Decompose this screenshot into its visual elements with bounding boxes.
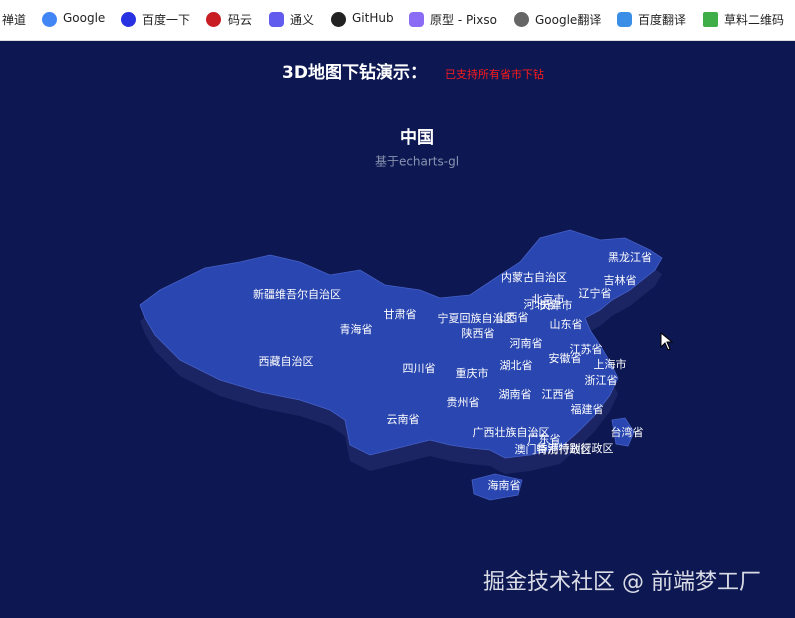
bookmark-icon (269, 12, 284, 27)
bookmark[interactable]: Google (63, 11, 106, 25)
watermark: 掘金技术社区 @ 前端梦工厂 (483, 570, 761, 595)
bookmarks-bar: 禅道 Google 百度一下 码云 通义 GitHub 原型 - Pixso G… (0, 0, 795, 41)
province-label[interactable]: 澳门特别行政区 (515, 442, 592, 456)
province-label[interactable]: 四川省 (403, 362, 436, 375)
china-map[interactable] (139, 229, 663, 501)
province-label[interactable]: 河北省 (524, 298, 557, 311)
bookmark-icon (617, 12, 632, 27)
province-label[interactable]: 北京市 (532, 292, 565, 306)
province-label[interactable]: 宁夏回族自治区 (438, 311, 515, 325)
province-label[interactable]: 广东省 (528, 433, 561, 446)
province-label[interactable]: 上海市 (594, 357, 627, 371)
bookmark[interactable]: 百度一下 (142, 13, 191, 27)
province-label[interactable]: 甘肃省 (384, 308, 417, 321)
bookmark-icon (703, 12, 718, 27)
province-label[interactable]: 黑龙江省 (608, 251, 652, 264)
province-label[interactable]: 河南省 (510, 337, 543, 350)
bookmark[interactable]: GitHub (352, 11, 394, 25)
province-label[interactable]: 浙江省 (585, 374, 618, 387)
province-label[interactable]: 湖南省 (499, 388, 532, 401)
province-label[interactable]: 山西省 (496, 311, 529, 324)
bookmark-icon (42, 12, 57, 27)
province-label[interactable]: 安徽省 (549, 351, 582, 365)
province-label[interactable]: 重庆市 (456, 366, 489, 380)
province-label[interactable]: 江苏省 (570, 343, 603, 356)
map-stage: 3D地图下钻演示： 已支持所有省市下钻 中国 基于echarts-gl 新疆维吾… (139, 62, 761, 595)
cursor (660, 331, 674, 351)
province-label[interactable]: 广西壮族自治区 (473, 425, 550, 439)
province-label[interactable]: 香港特别行政区 (537, 441, 614, 455)
province-label[interactable]: 贵州省 (447, 396, 480, 409)
province-label[interactable]: 青海省 (340, 322, 373, 336)
province-label[interactable]: 云南省 (387, 413, 420, 426)
province-label[interactable]: 海南省 (488, 478, 521, 492)
bookmark[interactable]: 禅道 (2, 13, 27, 27)
bookmark-icon (206, 12, 221, 27)
province-label[interactable]: 西藏自治区 (259, 354, 314, 368)
province-label[interactable]: 湖北省 (500, 359, 533, 372)
province-label[interactable]: 福建省 (571, 402, 604, 416)
header-note: 已支持所有省市下钻 (445, 67, 544, 81)
bookmark[interactable]: 通义 (290, 13, 315, 27)
header-title: 3D地图下钻演示： (282, 62, 427, 83)
bookmark[interactable]: 码云 (228, 13, 253, 27)
bookmark[interactable]: 百度翻译 (638, 13, 687, 27)
province-label[interactable]: 江西省 (542, 388, 575, 401)
province-label[interactable]: 陕西省 (462, 326, 495, 340)
province-label[interactable]: 台湾省 (611, 425, 644, 439)
province-label[interactable]: 新疆维吾尔自治区 (253, 287, 341, 301)
province-label[interactable]: 内蒙古自治区 (501, 270, 567, 284)
bookmark-icon (409, 12, 424, 27)
bookmark[interactable]: 草料二维码 (724, 13, 785, 27)
bookmark-icon (121, 12, 136, 27)
bookmark[interactable]: 原型 - Pixso (430, 13, 497, 27)
map-subtitle: 基于echarts-gl (375, 155, 459, 169)
province-label[interactable]: 天津市 (540, 298, 573, 312)
map-title: 中国 (400, 127, 434, 148)
bookmark[interactable]: Google翻译 (535, 13, 602, 27)
province-label[interactable]: 山东省 (550, 318, 583, 331)
province-label[interactable]: 吉林省 (604, 273, 637, 287)
bookmark-icon (331, 12, 346, 27)
bookmark-icon (514, 12, 529, 27)
province-label[interactable]: 辽宁省 (579, 286, 612, 300)
